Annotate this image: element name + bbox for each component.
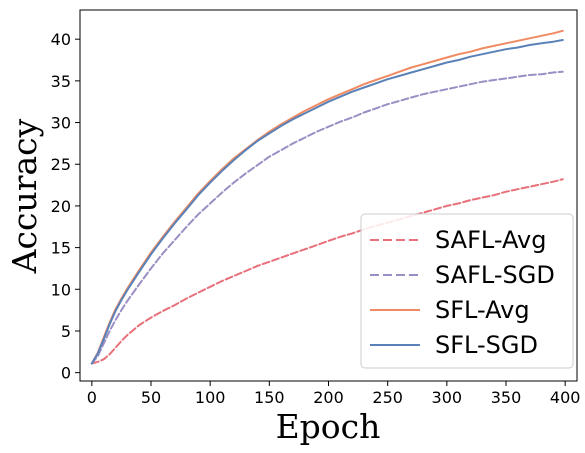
x-tick-label: 350 bbox=[491, 388, 522, 407]
legend-frame bbox=[360, 213, 574, 369]
x-tick-label: 100 bbox=[195, 388, 226, 407]
legend-items: SAFL-Avg SAFL-SGD SFL-Avg SFL-SGD bbox=[370, 226, 555, 359]
x-tick-label: 200 bbox=[313, 388, 344, 407]
y-tick-label: 30 bbox=[51, 114, 71, 133]
x-tick-label: 300 bbox=[432, 388, 463, 407]
series-line-safl-sgd bbox=[90, 70, 564, 365]
x-tick-label: 250 bbox=[372, 388, 403, 407]
legend-label-safl-sgd: SAFL-SGD bbox=[435, 261, 555, 289]
y-tick-label: 20 bbox=[51, 197, 71, 216]
legend-label-sfl-sgd: SFL-SGD bbox=[435, 331, 538, 359]
y-tick-label: 10 bbox=[51, 280, 71, 299]
y-tick-label: 0 bbox=[61, 364, 71, 383]
x-tick-label: 400 bbox=[550, 388, 581, 407]
y-tick-label: 15 bbox=[51, 239, 71, 258]
series-line-safl-avg bbox=[90, 178, 564, 365]
y-tick-label: 25 bbox=[51, 155, 71, 174]
y-axis-ticks: 0 5 10 15 20 25 30 35 40 bbox=[51, 30, 80, 383]
series-line-sfl-sgd bbox=[90, 39, 564, 365]
legend: SAFL-Avg SAFL-SGD SFL-Avg SFL-SGD bbox=[360, 213, 574, 369]
legend-label-safl-avg: SAFL-Avg bbox=[435, 226, 546, 254]
x-tick-label: 0 bbox=[87, 388, 97, 407]
x-tick-label: 50 bbox=[141, 388, 161, 407]
legend-label-sfl-avg: SFL-Avg bbox=[435, 296, 530, 324]
x-tick-label: 150 bbox=[254, 388, 285, 407]
y-axis-title: Accuracy bbox=[5, 118, 44, 274]
x-axis-title: Epoch bbox=[276, 407, 381, 446]
y-tick-label: 5 bbox=[61, 322, 71, 341]
series-layer bbox=[90, 29, 564, 365]
x-axis-ticks: 0 50 100 150 200 250 300 350 400 bbox=[87, 381, 581, 407]
y-tick-label: 40 bbox=[51, 30, 71, 49]
y-tick-label: 35 bbox=[51, 72, 71, 91]
